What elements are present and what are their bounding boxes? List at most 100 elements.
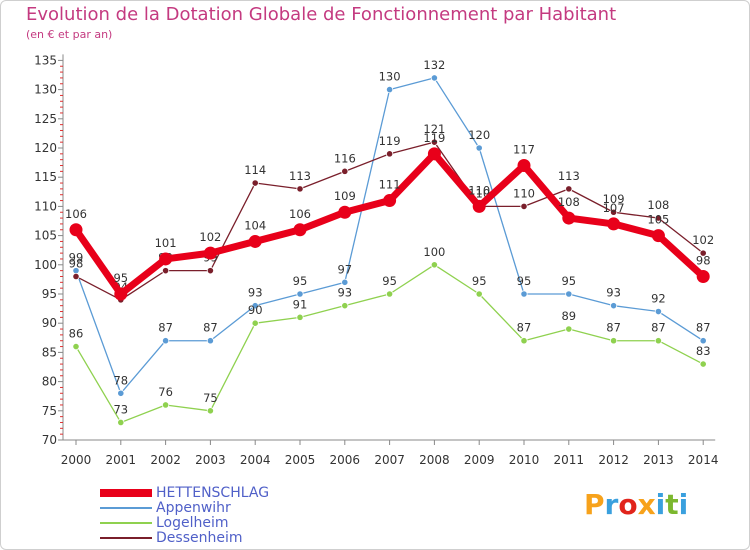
y-tick-label: 95 xyxy=(42,287,57,301)
chart-title: Evolution de la Dotation Globale de Fonc… xyxy=(26,4,617,25)
data-label-hettenschlag: 108 xyxy=(558,195,580,209)
data-label-appenwihr: 130 xyxy=(379,70,401,84)
x-tick-label: 2002 xyxy=(150,453,181,467)
x-tick-label: 2014 xyxy=(688,453,719,467)
data-point-logelheim xyxy=(475,290,483,298)
data-point-logelheim xyxy=(72,342,80,351)
data-label-hettenschlag: 98 xyxy=(696,253,711,267)
x-tick-label: 2011 xyxy=(554,453,585,467)
data-label-dessenheim: 121 xyxy=(423,122,445,136)
data-label-dessenheim: 108 xyxy=(647,198,669,212)
chart-subtitle: (en € et par an) xyxy=(26,28,113,41)
data-label-dessenheim: 114 xyxy=(244,163,266,177)
data-label-appenwihr: 93 xyxy=(248,286,263,300)
data-point-logelheim xyxy=(654,337,663,345)
data-point-logelheim xyxy=(296,313,304,321)
data-point-appenwihr xyxy=(162,337,170,345)
data-label-dessenheim: 98 xyxy=(69,256,84,270)
data-label-dessenheim: 110 xyxy=(513,186,535,200)
data-point-appenwihr xyxy=(385,86,394,94)
data-point-dessenheim xyxy=(520,202,528,210)
data-point-appenwihr xyxy=(475,144,483,152)
data-point-hettenschlag xyxy=(338,205,352,219)
data-label-logelheim: 87 xyxy=(517,321,532,335)
data-point-appenwihr xyxy=(609,302,618,310)
x-tick-label: 2006 xyxy=(330,453,361,467)
data-label-logelheim: 91 xyxy=(293,297,308,311)
data-point-appenwihr xyxy=(430,74,438,82)
data-label-hettenschlag: 105 xyxy=(647,213,669,227)
data-point-appenwihr xyxy=(117,389,125,397)
x-tick-label: 2013 xyxy=(643,453,674,467)
data-point-hettenschlag xyxy=(293,223,307,237)
data-label-logelheim: 76 xyxy=(158,385,173,399)
data-label-hettenschlag: 102 xyxy=(199,230,221,244)
y-tick-label: 85 xyxy=(42,345,57,359)
data-label-appenwihr: 92 xyxy=(651,292,666,306)
y-tick-label: 125 xyxy=(34,112,57,126)
data-point-logelheim xyxy=(520,337,528,345)
data-point-appenwihr xyxy=(296,290,304,298)
data-label-appenwihr: 87 xyxy=(696,321,711,335)
data-label-logelheim: 87 xyxy=(606,321,621,335)
data-label-appenwihr: 95 xyxy=(561,274,576,288)
data-label-hettenschlag: 101 xyxy=(155,236,177,250)
data-label-appenwihr: 95 xyxy=(293,274,308,288)
data-point-logelheim xyxy=(117,418,125,427)
data-point-appenwihr xyxy=(699,337,707,345)
legend-label: Logelheim xyxy=(156,515,229,531)
data-point-hettenschlag xyxy=(248,234,262,248)
data-label-logelheim: 93 xyxy=(337,286,352,300)
data-label-hettenschlag: 110 xyxy=(468,183,490,197)
data-point-hettenschlag xyxy=(651,229,665,243)
data-point-dessenheim xyxy=(206,267,214,275)
data-point-appenwihr xyxy=(251,302,259,310)
proxiti-logo: Proxiti xyxy=(584,488,689,521)
data-point-dessenheim xyxy=(296,185,304,193)
legend-swatch xyxy=(100,489,152,497)
data-label-logelheim: 86 xyxy=(69,327,84,341)
data-point-logelheim xyxy=(430,261,438,269)
data-point-dessenheim xyxy=(609,208,618,216)
data-point-hettenschlag xyxy=(383,194,397,208)
data-label-logelheim: 100 xyxy=(423,245,445,259)
x-tick-label: 2005 xyxy=(285,453,316,467)
data-label-appenwihr: 97 xyxy=(337,262,352,276)
data-label-appenwihr: 99 xyxy=(69,251,84,265)
data-label-hettenschlag: 106 xyxy=(65,207,87,221)
data-label-logelheim: 75 xyxy=(203,391,218,405)
data-point-dessenheim xyxy=(162,267,170,275)
data-label-dessenheim: 109 xyxy=(603,192,625,206)
data-point-hettenschlag xyxy=(517,159,531,173)
data-label-hettenschlag: 107 xyxy=(603,201,625,215)
data-label-hettenschlag: 111 xyxy=(379,178,401,192)
x-tick-label: 2012 xyxy=(598,453,629,467)
x-tick-label: 2000 xyxy=(61,453,92,467)
data-point-logelheim xyxy=(251,319,259,327)
data-label-dessenheim: 102 xyxy=(692,233,714,247)
y-tick-label: 100 xyxy=(34,258,57,272)
data-label-appenwihr: 78 xyxy=(113,373,128,387)
data-point-logelheim xyxy=(565,325,573,333)
data-point-dessenheim xyxy=(385,150,394,158)
data-label-dessenheim: 119 xyxy=(379,134,401,148)
data-point-hettenschlag xyxy=(69,223,83,237)
y-tick-label: 75 xyxy=(42,404,57,418)
x-tick-label: 2004 xyxy=(240,453,271,467)
y-tick-label: 115 xyxy=(34,170,57,184)
legend-swatch xyxy=(100,537,152,539)
legend-swatch xyxy=(100,522,152,524)
data-label-logelheim: 73 xyxy=(113,402,128,416)
data-point-dessenheim xyxy=(565,185,573,193)
data-point-hettenschlag xyxy=(472,199,486,213)
data-point-hettenschlag xyxy=(203,246,217,260)
data-label-appenwihr: 87 xyxy=(203,321,218,335)
x-tick-label: 2008 xyxy=(419,453,450,467)
data-point-hettenschlag xyxy=(607,217,621,231)
data-point-dessenheim xyxy=(699,249,707,257)
legend-swatch xyxy=(100,507,152,509)
data-label-hettenschlag: 119 xyxy=(423,131,445,145)
x-tick-label: 2007 xyxy=(374,453,405,467)
data-point-appenwihr xyxy=(565,290,573,298)
